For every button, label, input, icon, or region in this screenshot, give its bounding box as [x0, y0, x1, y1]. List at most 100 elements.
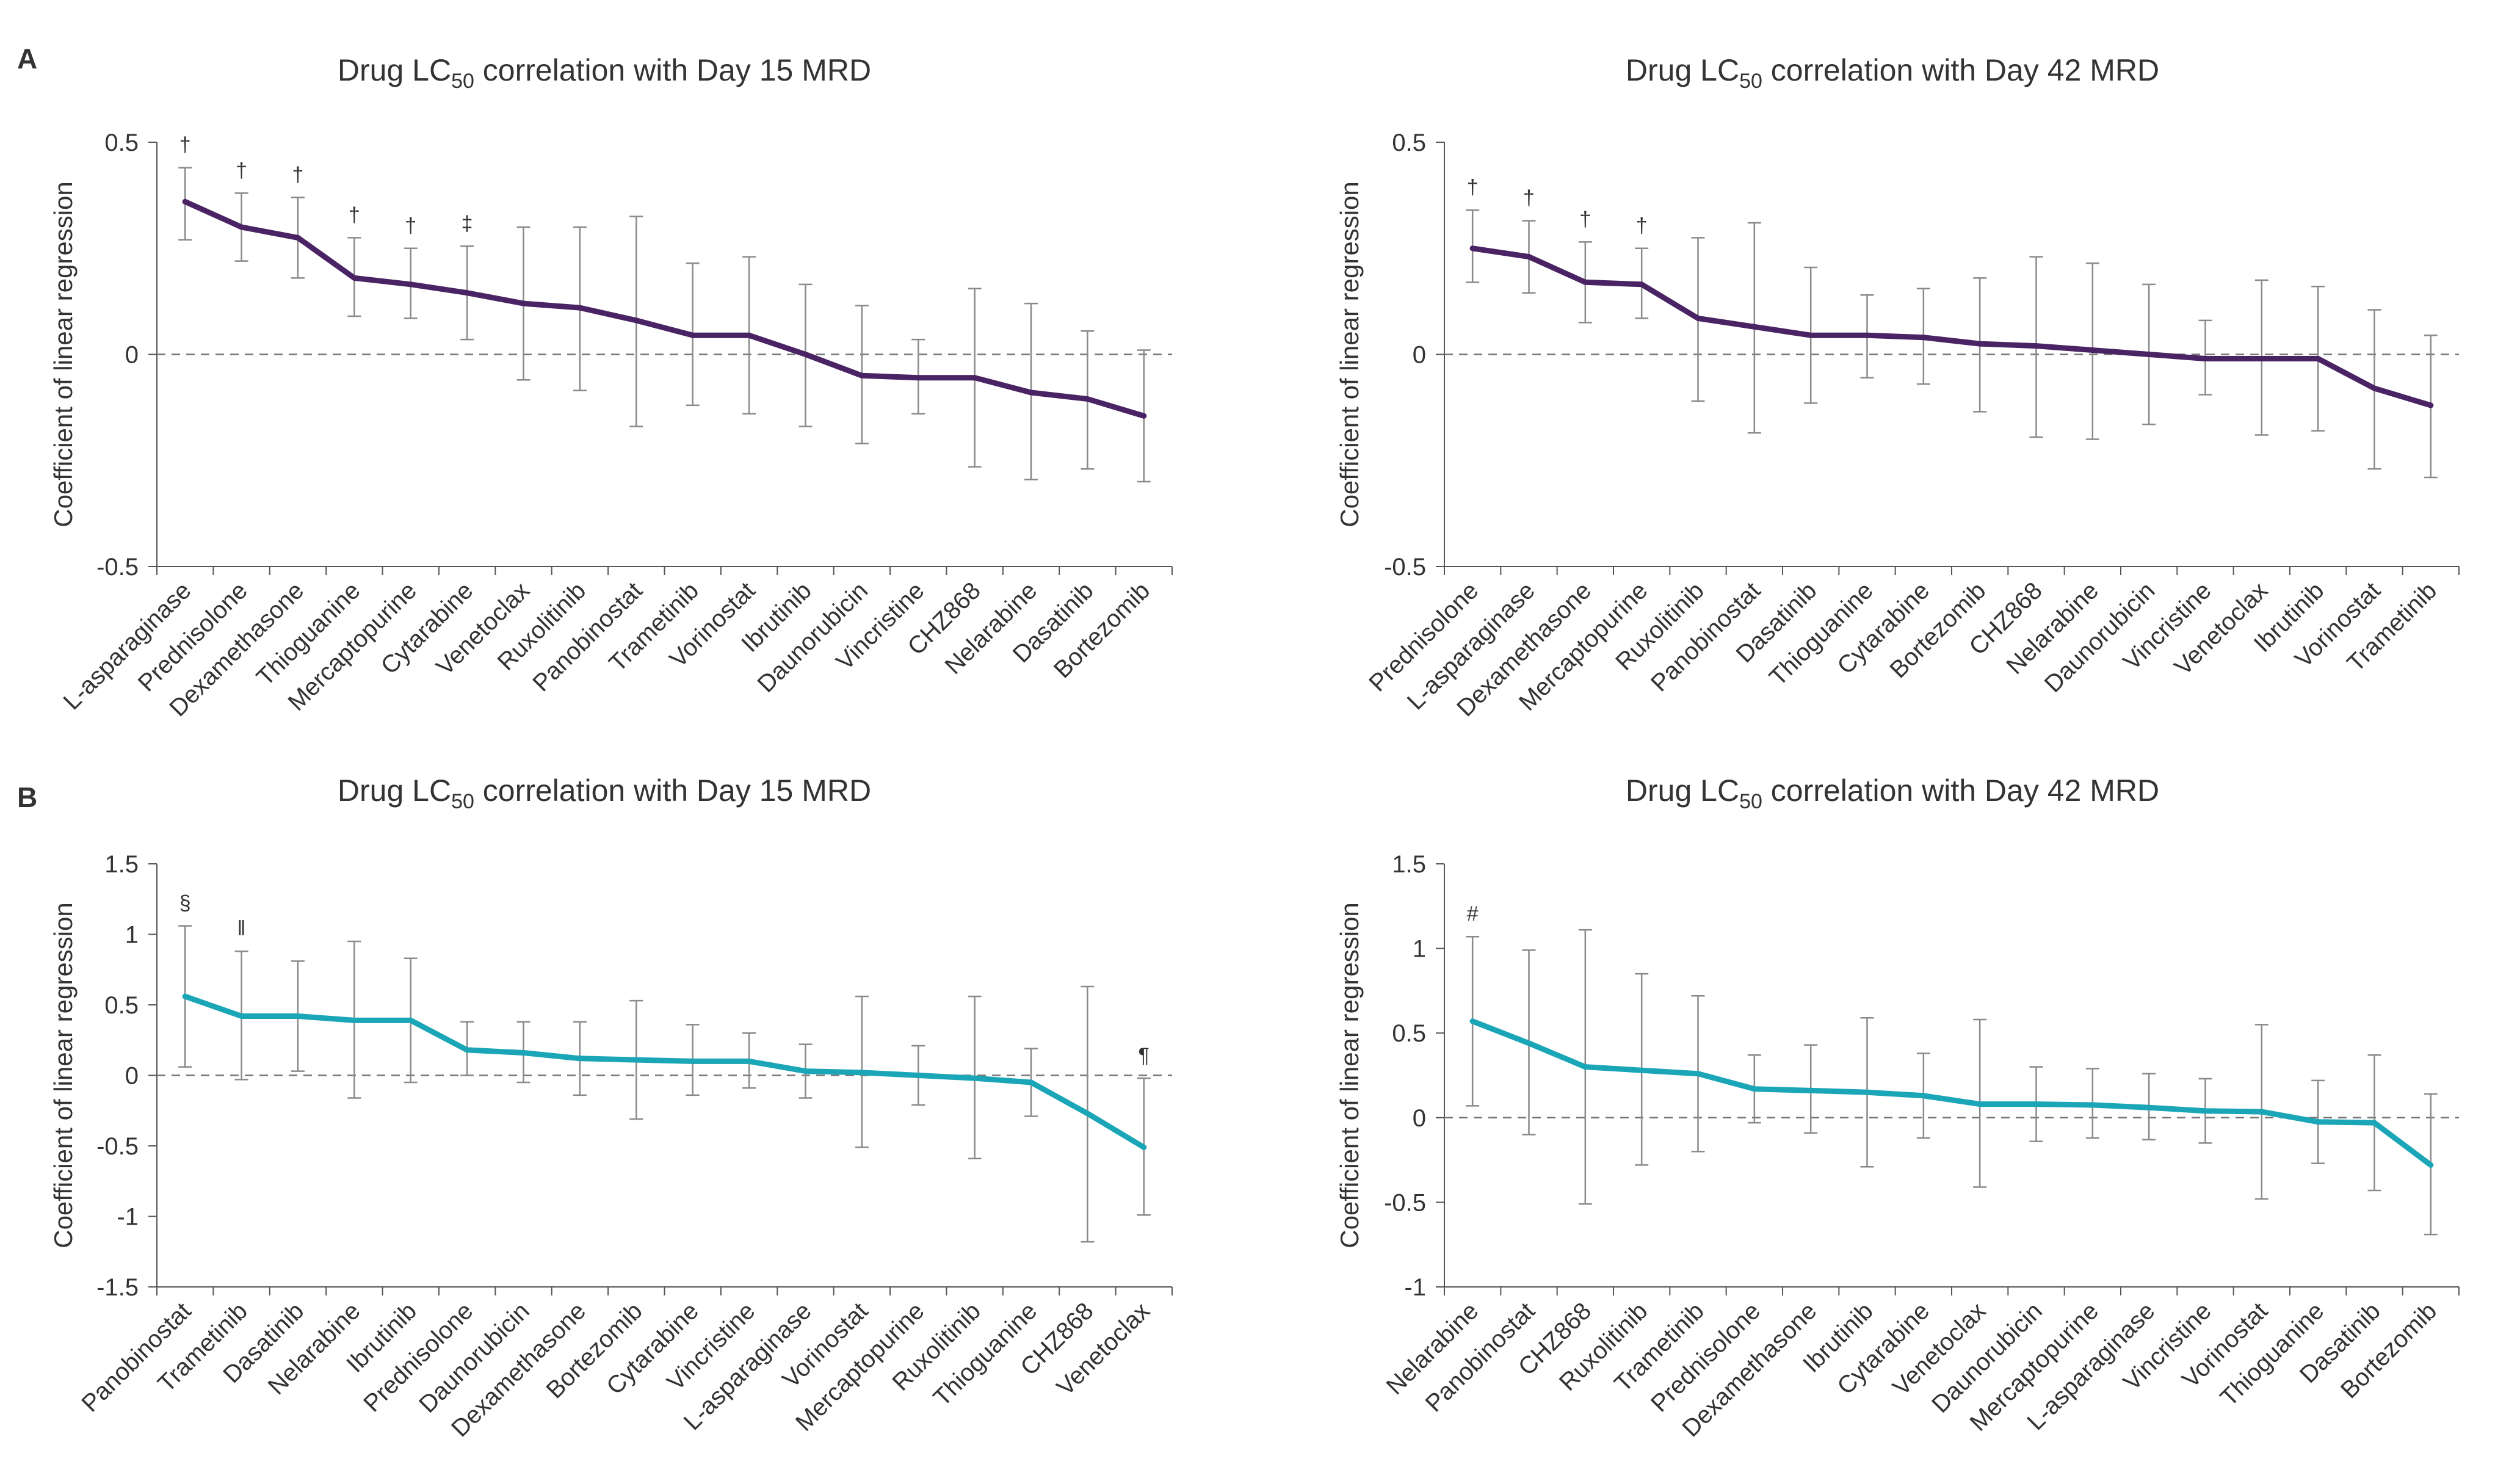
data-point [182, 198, 188, 205]
data-point [915, 1073, 921, 1078]
y-tick-label: -0.5 [96, 554, 139, 581]
data-point [408, 281, 414, 288]
significance-mark: † [1523, 187, 1535, 210]
significance-mark: † [292, 163, 304, 186]
data-point [239, 1013, 245, 1019]
chart-title: Drug LC50 correlation with Day 15 MRD [338, 53, 871, 93]
data-point [1695, 1071, 1701, 1077]
data-point [915, 375, 921, 381]
data-point [859, 372, 865, 379]
data-point [577, 1056, 583, 1062]
data-point [2372, 1120, 2377, 1126]
data-point [1977, 1101, 1983, 1107]
y-tick-label: 0 [1413, 1105, 1426, 1132]
data-point [859, 1070, 865, 1076]
data-point [464, 1047, 470, 1053]
y-tick-label: -0.5 [1384, 554, 1426, 581]
significance-mark: ¶ [1139, 1044, 1150, 1067]
data-point [972, 375, 978, 381]
y-tick-label: -1 [1404, 1274, 1426, 1301]
chart-title: Drug LC50 correlation with Day 42 MRD [1626, 773, 2159, 813]
data-point [351, 275, 357, 281]
data-point [464, 290, 470, 296]
data-point [2259, 1109, 2265, 1115]
data-point [802, 352, 808, 357]
data-point [2033, 343, 2039, 349]
series-line [1469, 245, 2434, 408]
data-point [2315, 355, 2321, 361]
data-point [295, 234, 301, 241]
data-point [690, 332, 696, 338]
chart-title: Drug LC50 correlation with Day 15 MRD [338, 773, 871, 813]
data-point [2372, 385, 2377, 391]
significance-mark: † [405, 214, 416, 237]
data-point [1921, 335, 1927, 341]
data-point [1469, 245, 1475, 252]
significance-mark: † [1636, 214, 1648, 237]
significance-mark: † [179, 134, 191, 157]
significance-mark: ‖ [237, 917, 246, 940]
significance-mark: † [1579, 208, 1591, 231]
data-point [1469, 1018, 1475, 1024]
series-line [182, 993, 1147, 1150]
significance-mark: § [179, 892, 191, 915]
data-point [1084, 1110, 1090, 1117]
data-point [1808, 332, 1814, 338]
data-point [1028, 389, 1034, 396]
data-point [2315, 1119, 2321, 1125]
data-point [690, 1058, 696, 1064]
series-line [1469, 1018, 2434, 1168]
y-tick-label: 0.5 [1392, 1020, 1426, 1047]
y-tick-label: -0.5 [1384, 1189, 1426, 1216]
y-tick-label: 1 [125, 922, 139, 949]
series-line [182, 198, 1147, 419]
data-point [1751, 324, 1758, 330]
data-point [2146, 1104, 2152, 1110]
y-tick-label: 1.5 [1392, 851, 1426, 878]
data-point [1084, 396, 1090, 402]
panel-label-b: B [17, 781, 37, 813]
data-point [633, 1057, 639, 1063]
data-point [802, 1068, 808, 1074]
data-point [1582, 279, 1588, 285]
y-axis-label: Coefficient of linear regression [1335, 181, 1364, 527]
significance-mark: † [349, 203, 360, 226]
data-point [295, 1013, 301, 1019]
data-point [1028, 1079, 1034, 1085]
y-tick-label: 0 [1413, 342, 1426, 369]
data-point [2090, 1102, 2096, 1108]
data-point [1526, 1040, 1532, 1046]
significance-mark: † [236, 159, 247, 182]
data-point [2203, 355, 2208, 361]
y-tick-label: -0.5 [96, 1133, 139, 1160]
y-axis-label: Coefficient of linear regression [49, 181, 78, 527]
data-point [351, 1017, 357, 1023]
y-tick-label: 0 [125, 342, 139, 369]
data-point [2203, 1108, 2208, 1114]
data-point [521, 300, 527, 306]
data-point [633, 317, 639, 324]
y-axis-label: Coefficient of linear regression [49, 902, 78, 1248]
y-tick-label: 0.5 [1392, 129, 1426, 156]
data-point [1141, 413, 1147, 419]
data-point [577, 305, 583, 311]
data-point [1751, 1086, 1758, 1092]
chart-title: Drug LC50 correlation with Day 42 MRD [1626, 53, 2159, 93]
data-point [2146, 352, 2152, 357]
y-tick-label: 1 [1413, 936, 1426, 963]
y-tick-label: 0 [125, 1063, 139, 1090]
data-point [1864, 332, 1870, 338]
data-point [1808, 1087, 1814, 1093]
y-tick-label: -1.5 [96, 1274, 139, 1301]
data-point [1582, 1064, 1588, 1070]
significance-mark: # [1467, 902, 1479, 925]
data-point [972, 1075, 978, 1081]
panel-label-a: A [17, 43, 37, 74]
data-point [239, 224, 245, 230]
data-point [182, 993, 188, 999]
data-point [2428, 1162, 2434, 1168]
data-point [2259, 355, 2265, 361]
significance-mark: † [1467, 176, 1479, 199]
data-point [2090, 347, 2096, 353]
